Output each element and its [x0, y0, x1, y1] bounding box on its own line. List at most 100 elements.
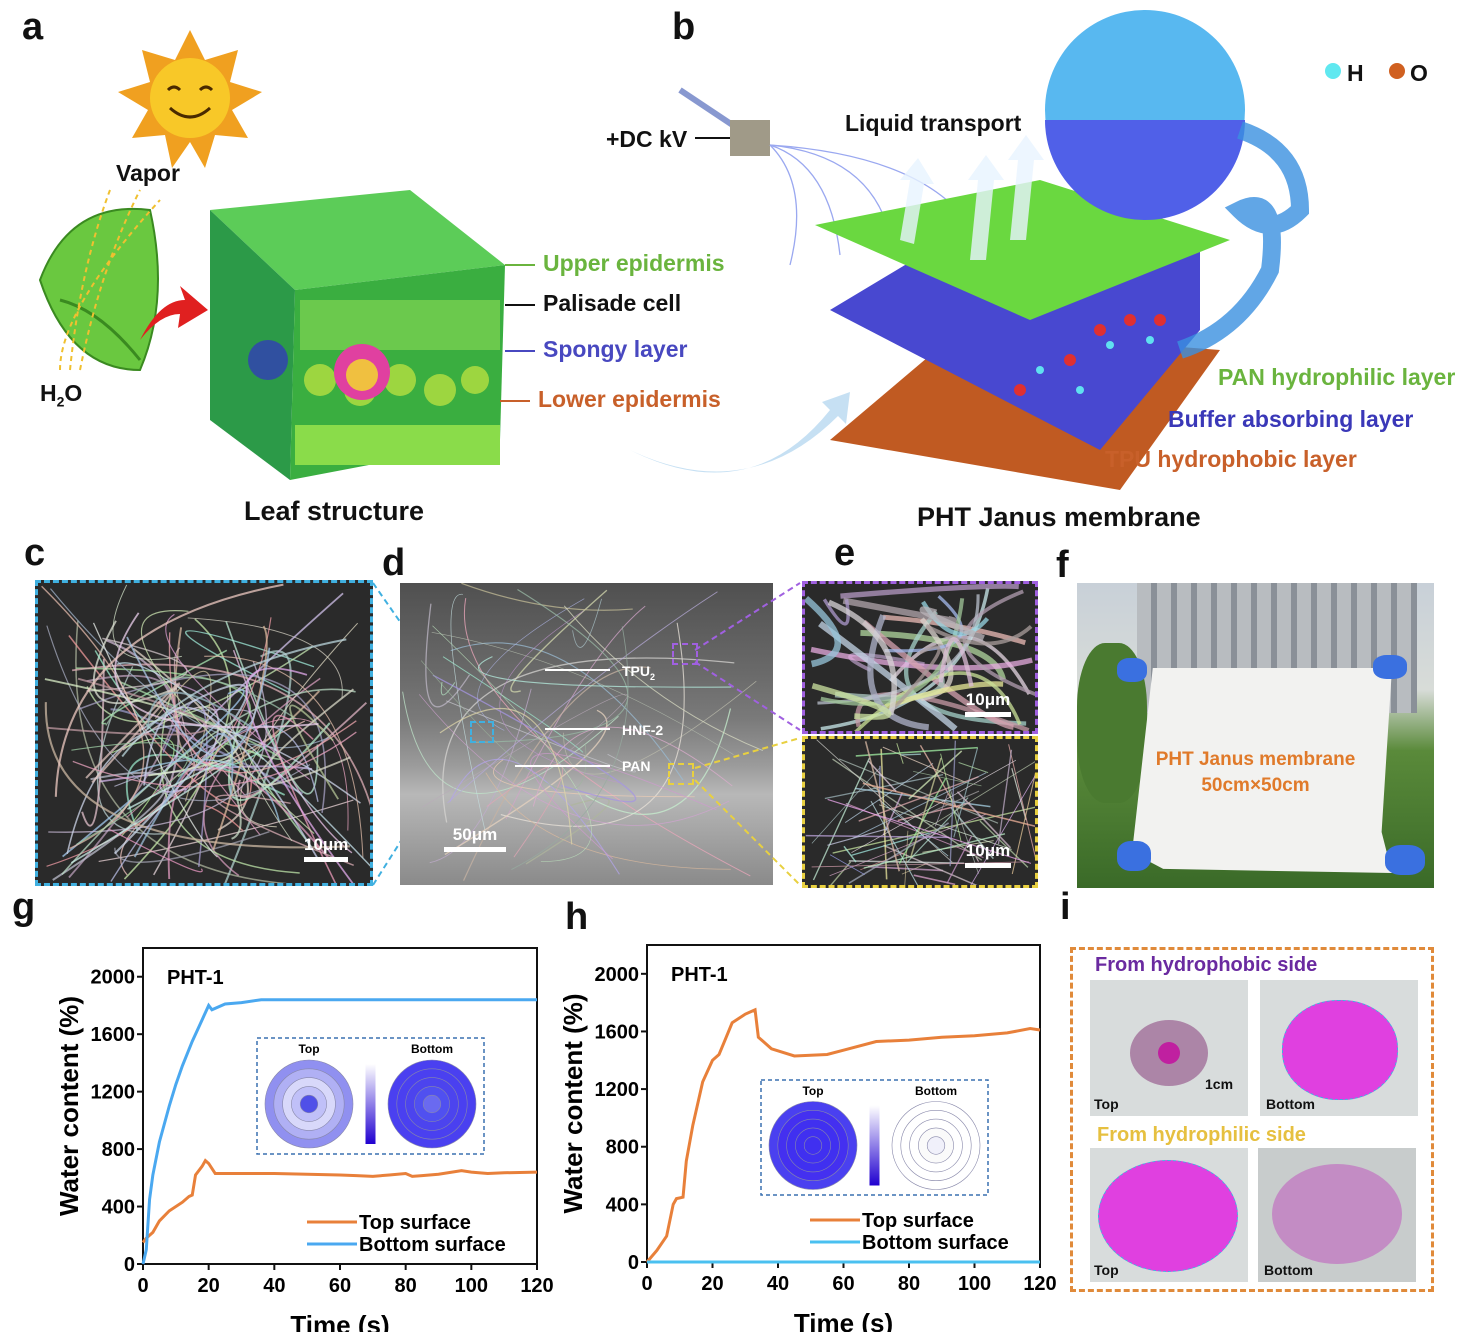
scale-bar-e-top: 10μm — [965, 690, 1011, 717]
x-tick-label: 40 — [767, 1273, 789, 1295]
legend-label: Top surface — [359, 1212, 471, 1234]
fiber — [843, 845, 857, 863]
leader-line — [505, 304, 535, 306]
fiber — [431, 631, 734, 755]
label-bottom: Bottom — [1266, 1096, 1315, 1112]
liquid-transport-label: Liquid transport — [845, 110, 1022, 136]
fiber — [116, 662, 370, 867]
x-tick-label: 100 — [958, 1273, 991, 1295]
hydrogen-atom-icon — [1325, 63, 1341, 79]
panel-label-f: f — [1056, 544, 1069, 586]
fiber — [432, 625, 592, 862]
fiber — [477, 598, 585, 731]
scale-bar-d: 50μm — [444, 825, 506, 852]
fiber — [226, 694, 293, 842]
fiber — [98, 799, 354, 863]
fiber — [848, 652, 925, 672]
fiber — [510, 589, 608, 693]
fiber — [245, 667, 354, 883]
fiber — [215, 794, 354, 867]
oxygen-atom-icon — [1389, 63, 1405, 79]
y-tick-label: 0 — [124, 1254, 135, 1276]
fiber — [949, 740, 957, 867]
fiber — [110, 725, 319, 882]
fiber — [461, 583, 633, 611]
fiber — [950, 807, 994, 860]
hydrophilic-side-title: From hydrophilic side — [1097, 1124, 1306, 1146]
inset-label-bottom: Bottom — [411, 1042, 453, 1056]
photo-hydrophobic-bottom: Bottom — [1260, 980, 1418, 1116]
fiber — [827, 599, 897, 716]
fiber — [897, 802, 971, 822]
fiber — [71, 742, 189, 845]
x-tick-label: 60 — [832, 1273, 854, 1295]
y-axis-label: Water content (%) — [54, 996, 84, 1216]
x-tick-label: 20 — [701, 1273, 723, 1295]
fiber — [133, 732, 234, 858]
fiber — [212, 625, 268, 851]
fiber — [1008, 744, 1035, 858]
fiber — [146, 691, 259, 733]
fiber — [940, 753, 962, 843]
fiber — [159, 592, 344, 793]
heatmap-ring — [926, 1136, 946, 1155]
panel-label-d: d — [382, 542, 406, 584]
fiber — [92, 620, 178, 704]
fiber — [425, 603, 471, 708]
fiber — [66, 724, 361, 855]
leaf-layer-label: Spongy layer — [543, 336, 688, 362]
x-tick-label: 100 — [455, 1275, 488, 1297]
fiber — [203, 677, 321, 877]
heatmap-ring — [299, 1094, 319, 1114]
fiber — [70, 759, 231, 864]
scale-bar-c: 10μm — [304, 835, 348, 862]
series-line-top-surface — [141, 1158, 538, 1244]
fiber — [855, 746, 978, 757]
fiber — [829, 813, 986, 877]
chart-annotation: PHT-1 — [167, 967, 224, 989]
fiber — [816, 739, 953, 863]
fiber — [844, 762, 934, 824]
fiber — [442, 657, 735, 823]
heatmap-ring — [422, 1094, 442, 1114]
panel-label-g: g — [12, 886, 36, 928]
fiber — [121, 638, 347, 758]
fiber — [204, 655, 364, 858]
leaf-icon — [38, 207, 159, 372]
vapor-label: Vapor — [116, 160, 180, 186]
fiber — [946, 779, 979, 874]
fiber — [919, 744, 957, 808]
x-axis-label: Time (s) — [794, 1308, 893, 1332]
y-tick-label: 1200 — [91, 1082, 136, 1104]
leaf-structure-caption: Leaf structure — [244, 496, 425, 526]
fiber — [848, 822, 950, 884]
fiber — [827, 828, 889, 846]
fiber — [829, 854, 865, 875]
y-tick-label: 800 — [606, 1137, 639, 1159]
scale-bar-e-bottom: 10μm — [965, 841, 1011, 868]
x-tick-label: 80 — [395, 1275, 417, 1297]
fiber — [852, 772, 987, 839]
membrane-photo: PHT Janus membrane 50cm×50cm — [1077, 583, 1434, 888]
photo-hydrophilic-bottom: Bottom — [1258, 1148, 1416, 1282]
h2o-o: O — [64, 380, 83, 406]
fiber — [114, 830, 270, 863]
inset-label-top: Top — [802, 1084, 823, 1098]
fiber — [85, 682, 181, 784]
membrane-illustration — [630, 10, 1405, 490]
fiber — [811, 861, 1029, 868]
sem-image-c: 10μm — [35, 580, 373, 886]
series-line-top-surface — [645, 1007, 1041, 1263]
fiber — [956, 791, 1012, 849]
y-tick-label: 2000 — [91, 967, 136, 989]
fiber — [72, 731, 357, 788]
x-tick-label: 120 — [520, 1275, 553, 1297]
fiber — [143, 706, 319, 859]
fiber — [463, 598, 751, 877]
fiber — [86, 646, 313, 723]
fiber — [889, 645, 941, 713]
leader-line — [505, 264, 535, 266]
fiber — [187, 617, 343, 699]
panel-label-i: i — [1060, 886, 1071, 928]
fiber — [913, 770, 982, 787]
